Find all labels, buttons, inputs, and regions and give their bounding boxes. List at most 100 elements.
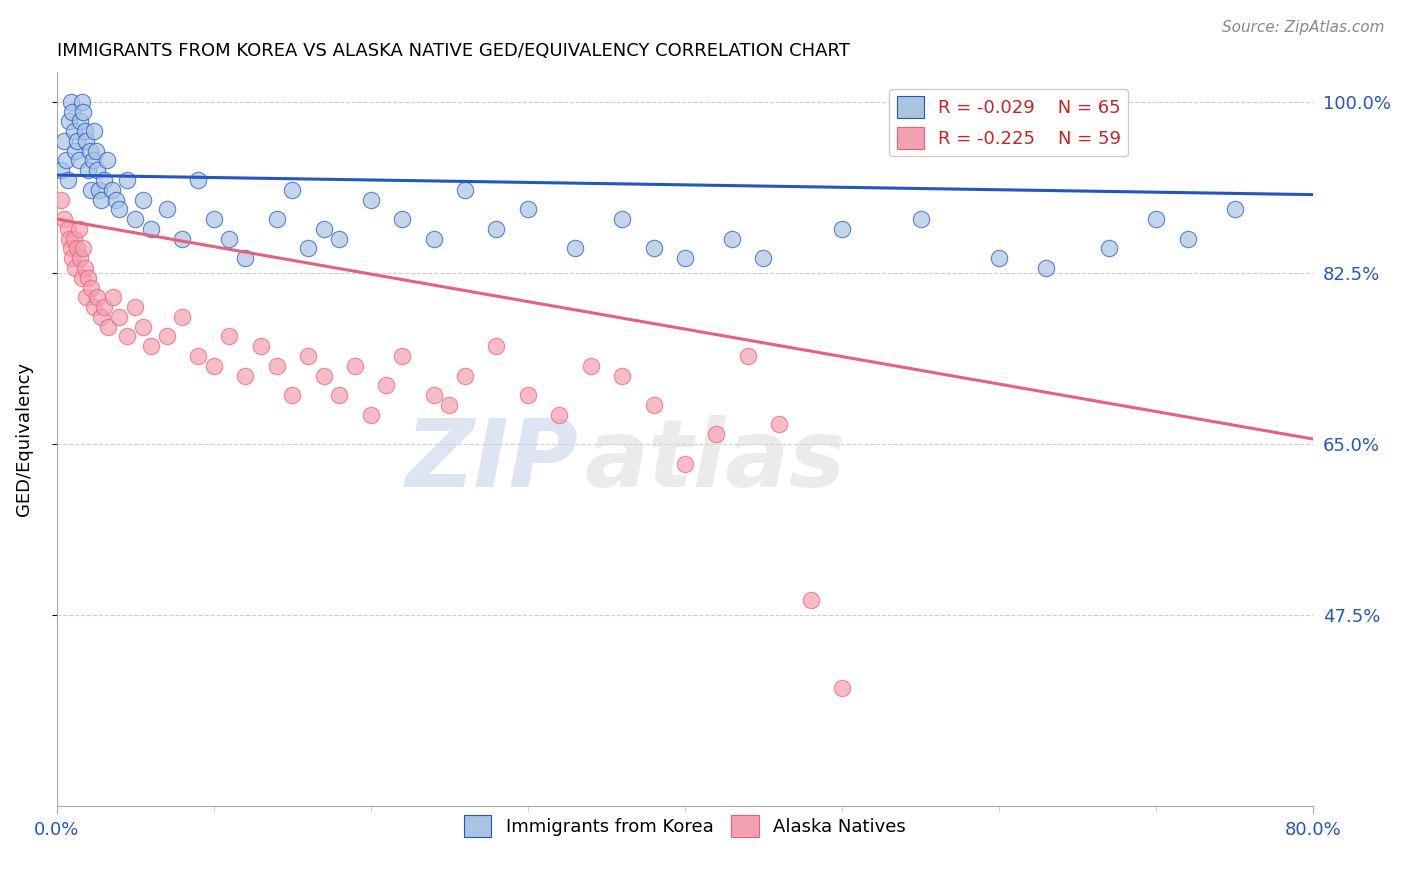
Point (84, 144, 107, 158)
Point (63, 232, 86, 246)
Point (83, 300, 105, 314)
Point (800, 593, 823, 607)
Point (55, 153, 77, 168)
Point (86, 163, 108, 178)
Y-axis label: GED/Equivalency: GED/Equivalency (15, 362, 32, 516)
Point (1177, 232, 1199, 246)
Text: ZIP: ZIP (405, 415, 578, 507)
Point (328, 232, 350, 246)
Point (70, 270, 93, 285)
Point (233, 251, 256, 265)
Point (69, 114, 91, 128)
Point (454, 368, 477, 383)
Point (139, 339, 162, 353)
Point (51, 193, 73, 207)
Point (1223, 202, 1246, 217)
Text: IMMIGRANTS FROM KOREA VS ALASKA NATIVE GED/EQUIVALENCY CORRELATION CHART: IMMIGRANTS FROM KOREA VS ALASKA NATIVE G… (56, 42, 849, 60)
Point (281, 183, 304, 197)
Point (75, 134, 97, 148)
Point (454, 183, 477, 197)
Point (56, 173, 79, 187)
Point (124, 212, 146, 227)
Point (1144, 212, 1167, 227)
Point (297, 349, 319, 363)
Point (73, 260, 96, 275)
Point (910, 212, 932, 227)
Point (328, 388, 350, 402)
Point (67, 153, 90, 168)
Point (375, 378, 398, 392)
Point (108, 310, 131, 324)
Point (485, 339, 508, 353)
Point (56, 222, 79, 236)
Point (485, 222, 508, 236)
Point (172, 310, 194, 324)
Point (673, 457, 696, 471)
Point (58, 114, 80, 128)
Point (90, 193, 112, 207)
Legend: Immigrants from Korea, Alaska Natives: Immigrants from Korea, Alaska Natives (457, 808, 912, 845)
Point (96, 153, 118, 168)
Point (1035, 260, 1057, 275)
Point (60, 104, 83, 119)
Point (610, 368, 633, 383)
Point (579, 359, 602, 373)
Point (391, 212, 413, 227)
Point (768, 417, 790, 432)
Point (610, 212, 633, 227)
Point (187, 173, 209, 187)
Point (65, 260, 87, 275)
Point (172, 232, 194, 246)
Point (51, 163, 73, 178)
Point (831, 681, 853, 696)
Point (87, 183, 110, 197)
Point (831, 222, 853, 236)
Point (65, 144, 87, 158)
Point (673, 251, 696, 265)
Point (73, 124, 96, 138)
Point (70, 95, 93, 109)
Point (344, 359, 367, 373)
Point (69, 251, 91, 265)
Point (139, 222, 162, 236)
Point (218, 232, 240, 246)
Point (706, 427, 728, 442)
Point (90, 310, 112, 324)
Point (97, 319, 120, 334)
Point (422, 388, 444, 402)
Point (108, 202, 131, 217)
Point (93, 300, 115, 314)
Point (124, 300, 146, 314)
Point (202, 212, 225, 227)
Point (77, 163, 100, 178)
Point (117, 173, 139, 187)
Point (266, 212, 288, 227)
Point (53, 212, 76, 227)
Point (105, 193, 128, 207)
Point (155, 329, 177, 343)
Point (297, 241, 319, 255)
Point (643, 398, 665, 412)
Point (117, 329, 139, 343)
Point (202, 359, 225, 373)
Point (721, 232, 744, 246)
Point (312, 368, 335, 383)
Point (422, 232, 444, 246)
Point (93, 173, 115, 187)
Point (218, 329, 240, 343)
Point (59, 241, 82, 255)
Point (80, 183, 103, 197)
Point (1098, 241, 1121, 255)
Point (59, 95, 82, 109)
Point (75, 290, 97, 304)
Point (63, 124, 86, 138)
Point (66, 241, 89, 255)
Point (233, 368, 256, 383)
Point (80, 280, 103, 294)
Point (155, 202, 177, 217)
Point (281, 388, 304, 402)
Point (360, 408, 382, 422)
Point (312, 222, 335, 236)
Point (360, 193, 382, 207)
Point (752, 251, 775, 265)
